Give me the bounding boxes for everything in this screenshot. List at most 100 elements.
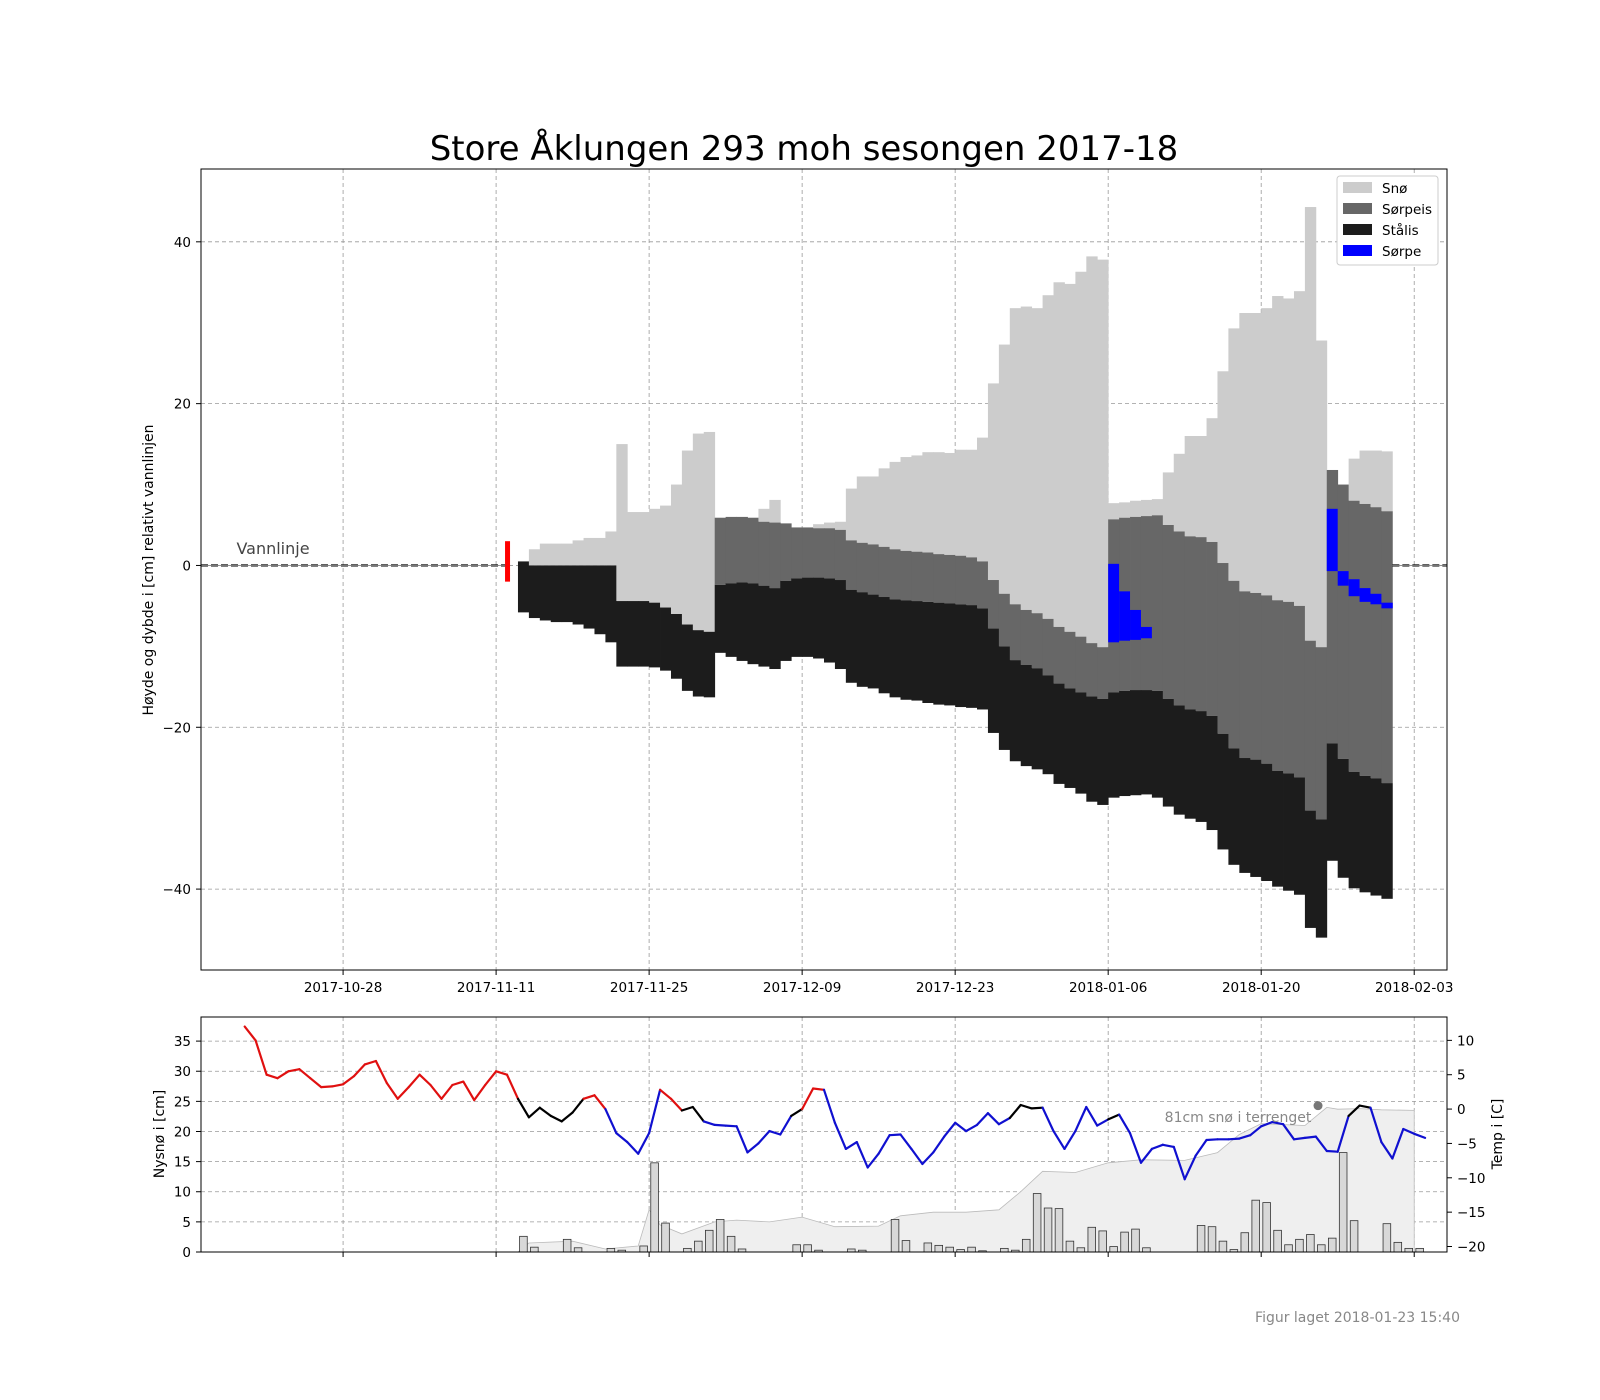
temperature-segment bbox=[1270, 1120, 1285, 1126]
legend: Snø Sørpeis Stålis Sørpe bbox=[1336, 175, 1439, 266]
black-ice-segment bbox=[627, 601, 639, 667]
black-ice-segment bbox=[1283, 773, 1295, 891]
temperature-segment bbox=[932, 1135, 946, 1154]
slush-ice-segment bbox=[977, 561, 989, 609]
terrain-snow-point bbox=[1313, 1101, 1323, 1111]
black-ice-segment bbox=[1042, 675, 1054, 775]
snow-segment bbox=[987, 383, 1000, 581]
black-ice-segment bbox=[900, 600, 912, 700]
new-snow-bar bbox=[562, 1238, 572, 1253]
temperature-segment bbox=[1150, 1143, 1164, 1151]
new-snow-bar bbox=[1295, 1238, 1304, 1253]
slush-ice-segment bbox=[791, 527, 803, 579]
slush-ice-segment bbox=[1140, 516, 1153, 691]
slush-ice-segment bbox=[1272, 600, 1284, 771]
temperature-segment bbox=[527, 1106, 541, 1119]
temperature-segment bbox=[342, 1074, 356, 1086]
temperature-segment bbox=[779, 1114, 793, 1136]
snow-segment bbox=[594, 537, 606, 566]
new-snow-bar bbox=[1000, 1247, 1009, 1253]
main-xtick-label: 2018-01-20 bbox=[1222, 980, 1300, 996]
black-ice-segment bbox=[714, 584, 727, 653]
temperature-segment bbox=[680, 1105, 694, 1112]
slush-ice-segment bbox=[780, 523, 792, 581]
snow-segment bbox=[572, 540, 584, 566]
chart-title: Store Åklungen 293 moh sesongen 2017-18 bbox=[430, 128, 1179, 169]
black-ice-segment bbox=[1239, 758, 1251, 873]
temperature-segment bbox=[1107, 1113, 1121, 1121]
weather-y2tick-label: 10 bbox=[1457, 1033, 1474, 1049]
black-ice-segment bbox=[1053, 683, 1065, 784]
snow-segment bbox=[1359, 450, 1371, 504]
black-ice-segment bbox=[1162, 698, 1175, 807]
black-ice-segment bbox=[561, 565, 574, 623]
slush-ice-segment bbox=[1348, 500, 1360, 772]
snow-segment bbox=[966, 449, 978, 558]
temperature-segment bbox=[451, 1080, 465, 1087]
black-ice-segment bbox=[813, 577, 825, 659]
snow-segment bbox=[1075, 271, 1087, 637]
slush-ice-segment bbox=[834, 529, 847, 581]
new-snow-bar bbox=[1054, 1208, 1064, 1253]
snow-segment bbox=[933, 452, 945, 555]
temperature-segment bbox=[418, 1073, 432, 1087]
black-ice-segment bbox=[616, 601, 628, 667]
snow-segment bbox=[1053, 282, 1065, 627]
temperature-segment bbox=[1292, 1136, 1307, 1141]
weather-ytick-label: 30 bbox=[174, 1064, 191, 1080]
black-ice-segment bbox=[583, 565, 595, 629]
temperature-segment bbox=[1413, 1132, 1427, 1140]
new-snow-bar bbox=[694, 1240, 703, 1253]
temperature-segment bbox=[1314, 1135, 1328, 1153]
snow-segment bbox=[1108, 503, 1120, 520]
snow-segment bbox=[681, 450, 694, 625]
snow-segment bbox=[660, 505, 672, 608]
snow-segment bbox=[1261, 308, 1273, 596]
black-ice-segment bbox=[1119, 690, 1131, 797]
snow-segment bbox=[1370, 450, 1382, 508]
slush-ice-segment bbox=[1130, 516, 1142, 691]
temperature-segment bbox=[582, 1094, 596, 1100]
slush-ice-segment bbox=[922, 552, 934, 602]
black-ice-segment bbox=[1370, 778, 1382, 896]
slush-ice-segment bbox=[889, 549, 901, 600]
black-ice-segment bbox=[649, 602, 661, 668]
temperature-segment bbox=[407, 1073, 421, 1089]
black-ice-segment bbox=[1304, 810, 1317, 928]
black-ice-segment bbox=[966, 605, 978, 708]
temperature-segment bbox=[1172, 1145, 1186, 1181]
slush-ice-segment bbox=[747, 517, 759, 584]
slush-ice-segment bbox=[1250, 592, 1262, 760]
weather-ytick-label: 35 bbox=[174, 1034, 191, 1050]
new-snow-bar bbox=[1393, 1241, 1403, 1253]
new-snow-bar bbox=[901, 1240, 911, 1253]
snow-segment bbox=[627, 512, 639, 602]
black-ice-segment bbox=[1173, 705, 1186, 815]
snow-segment bbox=[1151, 499, 1164, 516]
new-snow-bar bbox=[923, 1242, 933, 1253]
temperature-segment bbox=[1227, 1137, 1241, 1141]
new-snow-bar bbox=[934, 1244, 943, 1253]
temperature-segment bbox=[735, 1125, 749, 1154]
main-xtick-label: 2017-12-23 bbox=[916, 980, 994, 996]
temperature-segment bbox=[396, 1085, 410, 1100]
temperature-segment bbox=[1358, 1104, 1372, 1109]
temperature-segment bbox=[910, 1147, 924, 1166]
snow-segment bbox=[550, 543, 563, 566]
black-ice-segment bbox=[517, 561, 530, 613]
slush-ice-segment bbox=[1097, 647, 1109, 699]
snow-segment bbox=[1206, 418, 1218, 542]
new-snow-bar bbox=[519, 1235, 528, 1253]
temperature-segment bbox=[1402, 1127, 1416, 1135]
black-ice-segment bbox=[845, 589, 858, 683]
slush-ice-segment bbox=[1042, 618, 1054, 676]
new-snow-bar bbox=[650, 1162, 659, 1253]
slush-ice-segment bbox=[1206, 541, 1218, 716]
main-ytick-label: 40 bbox=[174, 235, 191, 251]
temperature-segment bbox=[1019, 1103, 1033, 1110]
slush-ice-segment bbox=[1283, 601, 1295, 774]
weather-y2tick-label: −15 bbox=[1457, 1205, 1486, 1221]
black-ice-segment bbox=[758, 585, 770, 667]
legend-swatch-stalis bbox=[1343, 224, 1372, 235]
